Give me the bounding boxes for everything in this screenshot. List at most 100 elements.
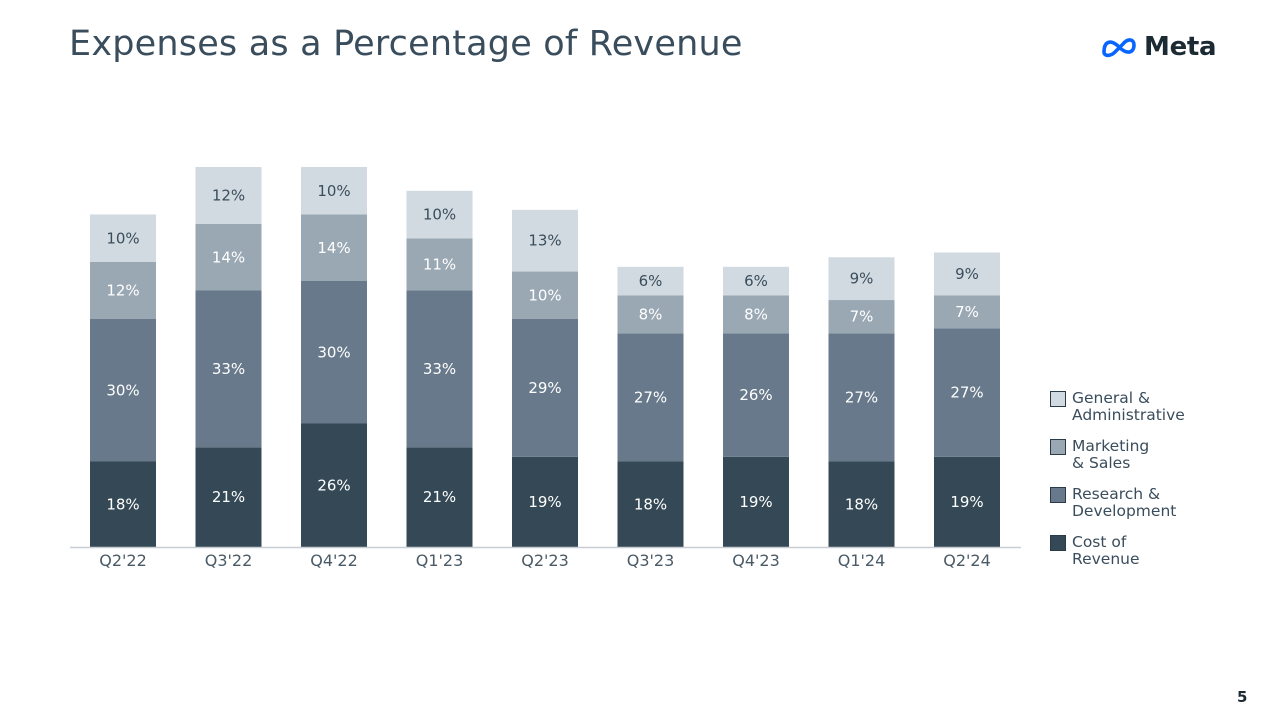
data-label: 10% [423,206,456,224]
data-label: 27% [634,388,667,406]
bar-segment [723,266,789,296]
data-label: 12% [212,187,245,205]
data-label: 9% [955,265,979,283]
legend-item: General & Administrative [1050,390,1212,424]
legend-swatch [1050,535,1066,551]
bar-segment [195,224,262,291]
bar-segment [723,333,789,457]
x-tick-label: Q4'23 [732,551,780,570]
legend-label: Marketing & Sales [1072,437,1150,472]
bar-segment [195,447,262,548]
bar-segment [301,423,367,547]
x-tick-label: Q3'23 [627,551,675,570]
bar-segment [406,238,473,291]
x-tick-label: Q2'24 [943,551,991,570]
chart-legend: General & Administrative Marketing & Sale… [1050,390,1212,568]
data-label: 10% [106,229,139,247]
data-label: 30% [106,381,139,399]
bar-segment [406,447,473,548]
legend-swatch [1050,487,1066,503]
bar-segment [617,461,684,547]
bar-segment [828,257,895,301]
bar-segment [828,461,895,547]
bar-segment [512,271,578,319]
data-label: 26% [317,476,350,494]
bar-segment [195,290,262,448]
data-label: 27% [950,384,983,402]
bar-segment [90,319,156,462]
bar-segment [301,281,367,424]
legend-label: Research & Development [1072,485,1177,520]
data-label: 12% [106,282,139,300]
bar-segment [617,333,684,462]
data-label: 8% [744,305,768,323]
bar-segment [934,295,1000,329]
legend-item: Cost of Revenue [1050,534,1212,568]
data-label: 6% [744,272,768,290]
data-label: 14% [212,248,245,266]
data-label: 27% [845,388,878,406]
bar-segment [90,214,156,262]
x-tick-label: Q3'22 [205,551,253,570]
bar-segment [301,214,367,281]
page-title: Expenses as a Percentage of Revenue [69,24,743,64]
bar-segment [512,209,578,272]
x-tick-label: Q4'22 [310,551,358,570]
meta-infinity-icon [1102,38,1136,58]
data-label: 18% [106,495,139,513]
data-label: 21% [423,488,456,506]
data-label: 18% [845,495,878,513]
data-label: 10% [528,286,561,304]
data-label: 9% [850,270,874,288]
meta-logo-text: Meta [1144,32,1217,62]
legend-item: Research & Development [1050,486,1212,520]
meta-logo: Meta [1100,32,1217,62]
bar-segment [512,456,578,548]
x-tick-label: Q1'24 [838,551,886,570]
data-label: 8% [639,305,663,323]
bar-segment [512,319,578,457]
legend-item: Marketing & Sales [1050,438,1212,472]
data-label: 26% [739,386,772,404]
bar-segment [934,328,1000,457]
data-label: 29% [528,379,561,397]
x-tick-label: Q2'23 [521,551,569,570]
x-tick-label: Q1'23 [416,551,464,570]
data-label: 7% [850,308,874,326]
data-label: 33% [212,360,245,378]
data-label: 33% [423,360,456,378]
bar-segment [934,252,1000,296]
data-label: 10% [317,182,350,200]
data-label: 19% [950,493,983,511]
x-tick-label: Q2'22 [99,551,147,570]
bar-segment [723,456,789,548]
data-label: 18% [634,495,667,513]
legend-label: Cost of Revenue [1072,533,1140,568]
bar-segment [828,300,895,334]
data-label: 6% [639,272,663,290]
data-label: 14% [317,239,350,257]
data-label: 13% [528,232,561,250]
page-number: 5 [1237,688,1248,706]
bar-segment [90,262,156,319]
bar-segment [617,266,684,296]
bar-segment [723,295,789,334]
data-label: 19% [739,493,772,511]
bar-segment [406,190,473,239]
bar-segment [934,456,1000,548]
bar-segment [301,167,367,215]
bar-segment [828,333,895,462]
data-label: 21% [212,488,245,506]
bar-segment [90,461,156,547]
data-label: 7% [955,303,979,321]
bar-segment [617,295,684,334]
legend-swatch [1050,391,1066,407]
data-label: 30% [317,343,350,361]
legend-label: General & Administrative [1072,389,1185,424]
data-label: 19% [528,493,561,511]
bar-segment [195,167,262,224]
data-label: 11% [423,255,456,273]
bar-segment [406,290,473,448]
legend-swatch [1050,439,1066,455]
